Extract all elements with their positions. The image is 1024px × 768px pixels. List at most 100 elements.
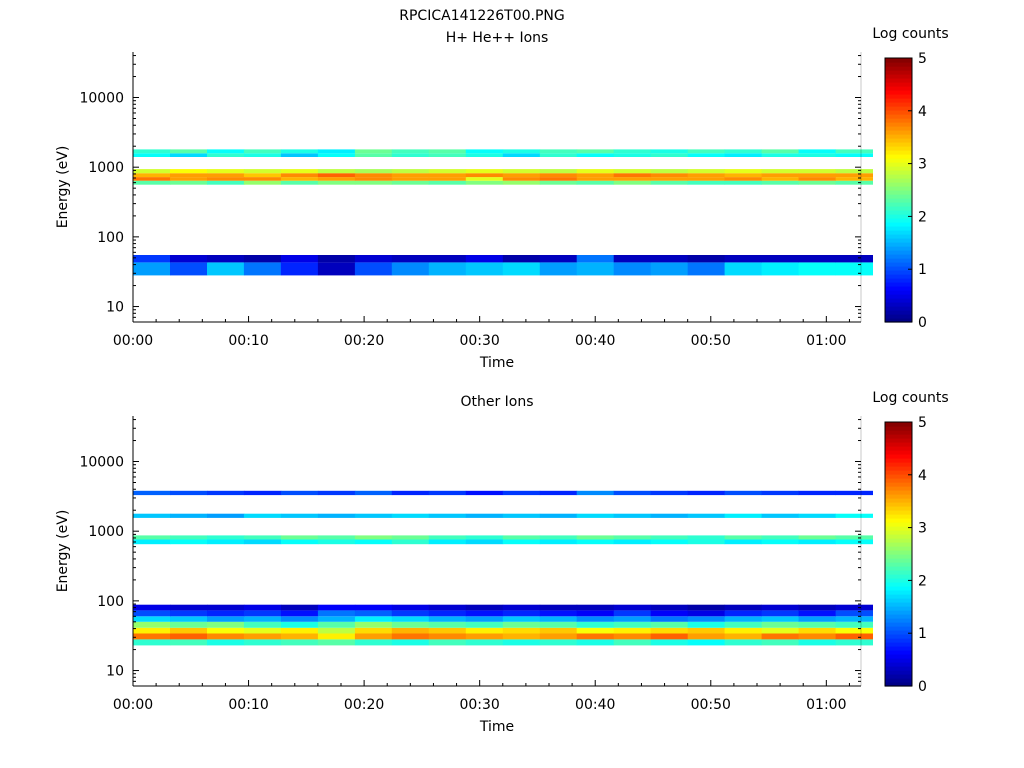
heatmap-cell xyxy=(724,169,762,174)
heatmap-cell xyxy=(280,621,319,628)
heatmap-cell xyxy=(391,180,430,185)
heatmap-cell xyxy=(724,262,762,276)
heatmap-cell xyxy=(650,173,689,178)
heatmap-cell xyxy=(354,616,393,622)
heatmap-cell xyxy=(133,633,171,640)
colorbar-swatch xyxy=(885,250,912,255)
colorbar-swatch xyxy=(885,138,912,143)
heatmap-cell xyxy=(133,153,171,157)
heatmap-cell xyxy=(650,177,689,181)
colorbar-tick-label: 0 xyxy=(918,679,927,695)
x-tick-label: 00:00 xyxy=(113,697,153,713)
heatmap-cell xyxy=(354,262,393,276)
heatmap-cell xyxy=(539,539,578,545)
heatmap-cell xyxy=(243,262,282,276)
heatmap-cell xyxy=(317,180,356,185)
heatmap-cell xyxy=(317,627,356,634)
heatmap-cell xyxy=(502,539,541,545)
heatmap-cell xyxy=(428,627,467,634)
colorbar-swatch xyxy=(885,522,912,527)
colorbar-swatch xyxy=(885,510,912,515)
heatmap-cell xyxy=(465,255,504,263)
colorbar-swatch xyxy=(885,446,912,451)
heatmap-cell xyxy=(835,616,873,622)
heatmap-cell xyxy=(317,513,356,518)
colorbar-swatch xyxy=(885,594,912,599)
heatmap-cell xyxy=(465,610,504,617)
heatmap-cell xyxy=(835,255,873,263)
colorbar-swatch xyxy=(885,106,912,111)
heatmap-cell xyxy=(835,513,873,518)
heatmap-cell xyxy=(428,169,467,174)
colorbar-swatch xyxy=(885,258,912,263)
heatmap-cell xyxy=(613,639,652,646)
heatmap-cell xyxy=(170,490,208,496)
colorbar-swatch xyxy=(885,578,912,583)
heatmap-cell xyxy=(391,535,430,540)
heatmap-cell xyxy=(613,177,652,181)
heatmap-cell xyxy=(170,513,208,518)
y-tick-label: 10000 xyxy=(79,91,124,107)
heatmap-cell xyxy=(428,255,467,263)
heatmap-cell xyxy=(243,149,282,154)
heatmap-cell xyxy=(576,621,615,628)
heatmap-cell xyxy=(576,180,615,185)
colorbar-swatch xyxy=(885,526,912,531)
colorbar-swatch xyxy=(885,454,912,459)
heatmap-cell xyxy=(354,513,393,518)
colorbar-swatch xyxy=(885,458,912,463)
heatmap-cell xyxy=(798,177,836,181)
heatmap-cell xyxy=(798,169,836,174)
heatmap-cell xyxy=(687,173,726,178)
colorbar-swatch xyxy=(885,130,912,135)
heatmap-cell xyxy=(465,604,504,611)
colorbar-swatch xyxy=(885,202,912,207)
colorbar-swatch xyxy=(885,306,912,311)
heatmap-cell xyxy=(835,169,873,174)
colorbar-tick-label: 3 xyxy=(918,157,927,173)
colorbar-swatch xyxy=(885,242,912,247)
x-tick-label: 00:30 xyxy=(459,697,499,713)
heatmap-cell xyxy=(243,633,282,640)
colorbar-swatch xyxy=(885,170,912,175)
heatmap-cell xyxy=(280,153,319,157)
heatmap-cell xyxy=(650,149,689,154)
heatmap-cell xyxy=(354,639,393,646)
heatmap-cell xyxy=(317,153,356,157)
y-tick-label: 1000 xyxy=(88,160,124,176)
heatmap-cell xyxy=(465,149,504,154)
panel-title: H+ He++ Ions xyxy=(446,30,549,46)
heatmap-cell xyxy=(761,621,799,628)
colorbar-swatch xyxy=(885,558,912,563)
heatmap-cell xyxy=(724,180,762,185)
colorbar-swatch xyxy=(885,574,912,579)
colorbar-swatch xyxy=(885,546,912,551)
colorbar-swatch xyxy=(885,102,912,107)
heatmap-cell xyxy=(835,180,873,185)
heatmap-cell xyxy=(428,173,467,178)
x-tick-label: 00:50 xyxy=(691,333,731,349)
heatmap-cell xyxy=(798,604,836,611)
colorbar-swatch xyxy=(885,666,912,671)
colorbar-swatch xyxy=(885,562,912,567)
heatmap-cell xyxy=(207,149,245,154)
heatmap-cell xyxy=(650,610,689,617)
colorbar-swatch xyxy=(885,490,912,495)
heatmap-cell xyxy=(761,149,799,154)
heatmap-cell xyxy=(280,262,319,276)
colorbar-swatch xyxy=(885,554,912,559)
colorbar-swatch xyxy=(885,486,912,491)
heatmap-cell xyxy=(539,255,578,263)
heatmap-cell xyxy=(576,627,615,634)
heatmap-cell xyxy=(761,173,799,178)
colorbar-swatch xyxy=(885,430,912,435)
colorbar-swatch xyxy=(885,462,912,467)
x-axis-label: Time xyxy=(479,719,514,735)
colorbar-swatch xyxy=(885,114,912,119)
colorbar-swatch xyxy=(885,310,912,315)
heatmap-cell xyxy=(207,621,245,628)
heatmap-cell xyxy=(428,180,467,185)
y-axis-label: Energy (eV) xyxy=(55,510,71,593)
heatmap-cell xyxy=(428,639,467,646)
colorbar-tick-label: 2 xyxy=(918,573,927,589)
